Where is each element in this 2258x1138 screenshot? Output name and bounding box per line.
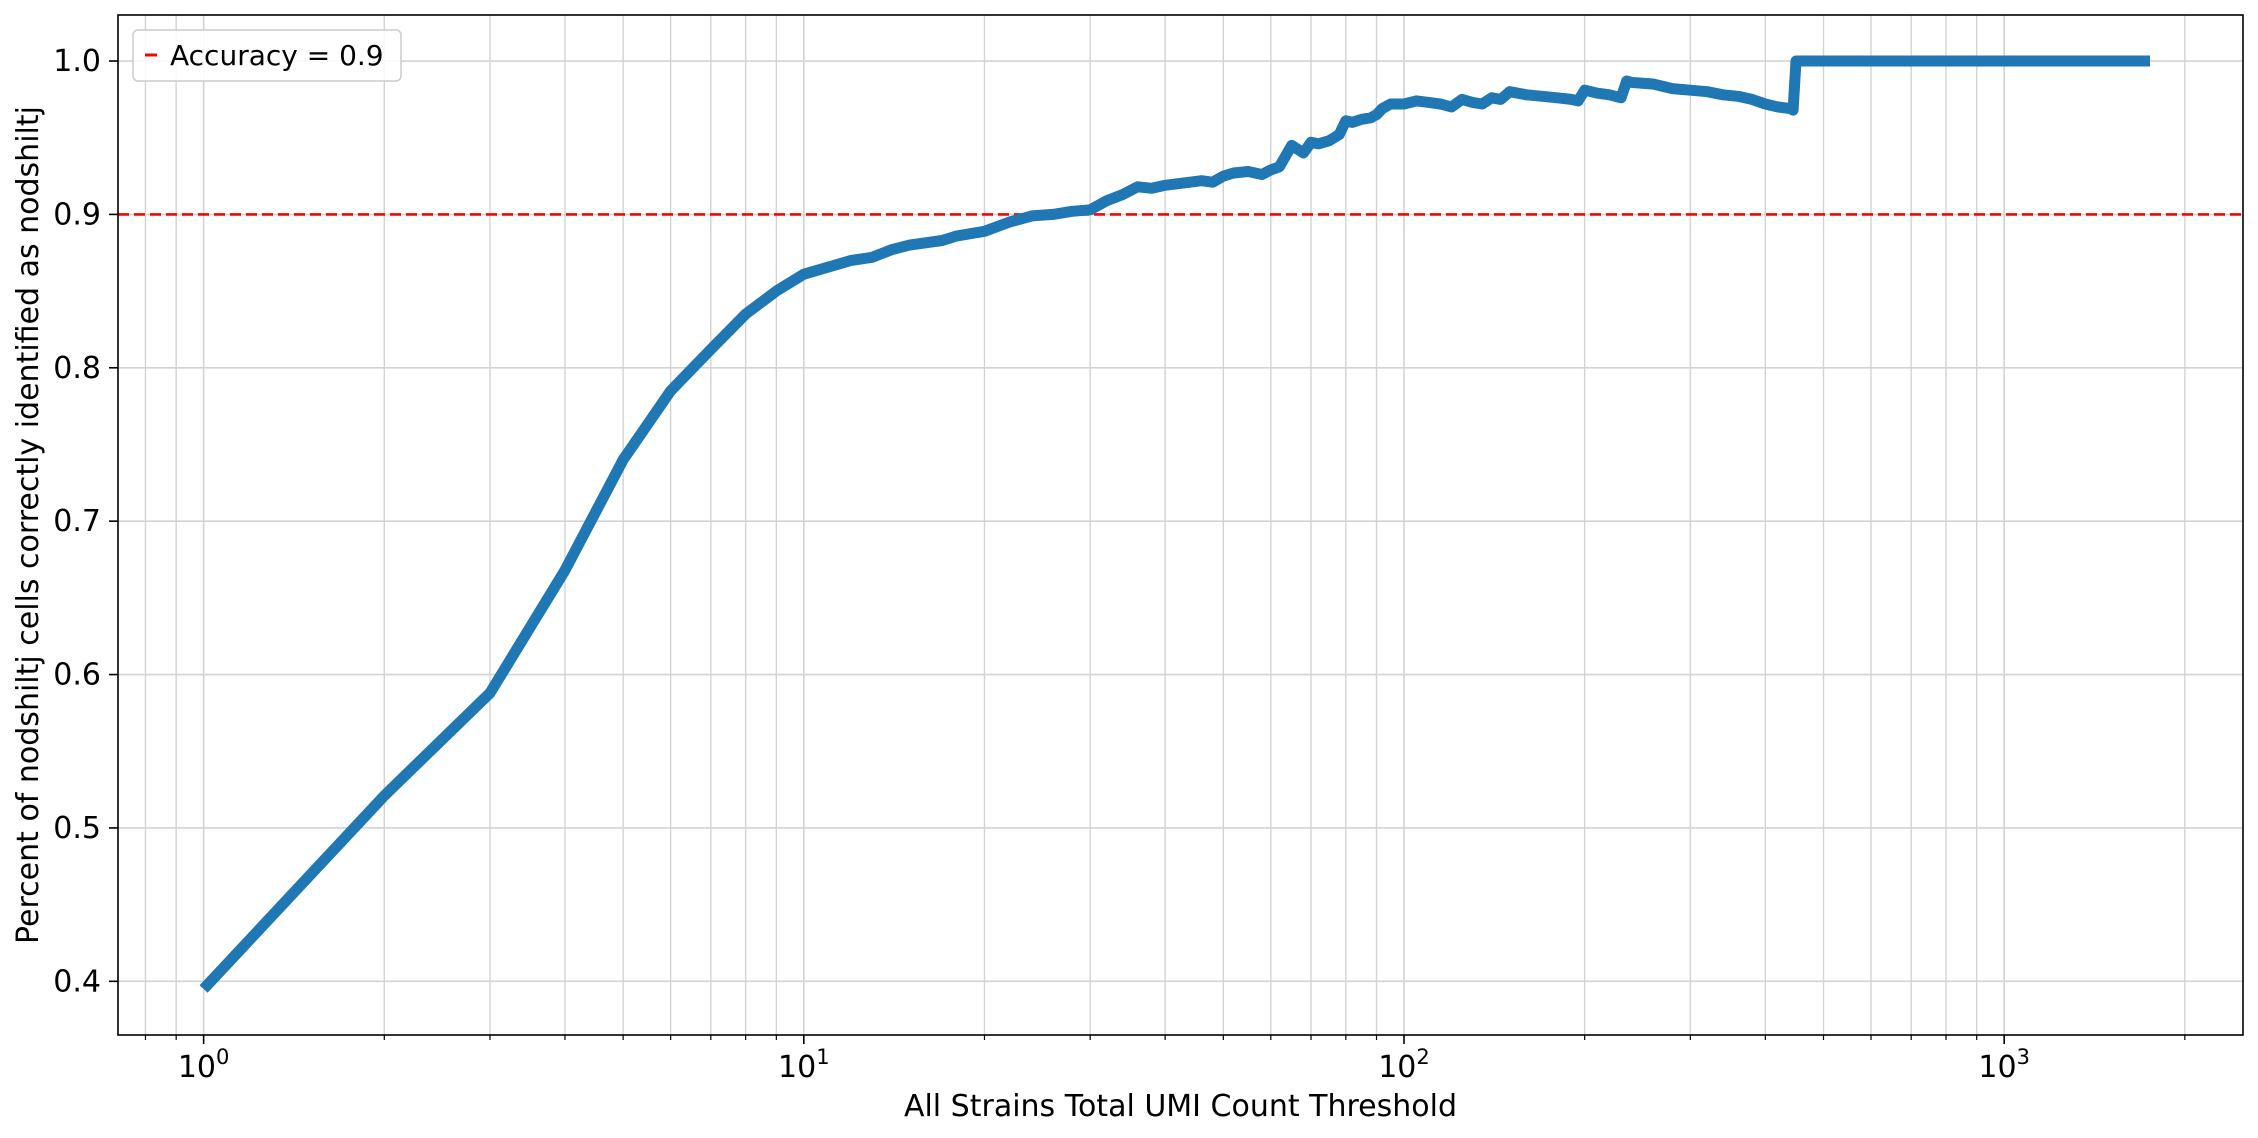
plot-frame <box>117 14 2244 1036</box>
series-layer <box>199 55 2150 993</box>
y-tick-label: 0.6 <box>53 658 101 693</box>
y-tick-label: 0.8 <box>53 351 101 386</box>
y-axis-ticks: 0.4 0.5 0.6 0.7 0.8 0.9 1.0 <box>53 44 118 999</box>
y-tick-label: 0.9 <box>53 197 101 232</box>
x-tick-label: 100 <box>178 1045 230 1085</box>
y-axis-label: Percent of nodshiltj cells correctly ide… <box>11 106 46 944</box>
legend-box <box>132 29 402 82</box>
x-tick-label: 103 <box>1978 1045 2030 1085</box>
minor-gridlines <box>144 15 2186 1035</box>
x-axis-label: All Strains Total UMI Count Threshold <box>904 1089 1457 1124</box>
series-line <box>199 55 2150 993</box>
legend: Accuracy = 0.9 <box>132 29 402 82</box>
x-tick-label: 101 <box>778 1045 830 1085</box>
y-tick-label: 0.4 <box>53 964 101 999</box>
y-tick-label: 1.0 <box>53 44 101 79</box>
x-axis-ticks: 100 101 102 103 <box>144 1035 2186 1085</box>
legend-entry-label: Accuracy = 0.9 <box>170 39 384 72</box>
x-tick-label: 102 <box>1378 1045 1430 1085</box>
y-tick-label: 0.7 <box>53 504 101 539</box>
y-tick-label: 0.5 <box>53 811 101 846</box>
